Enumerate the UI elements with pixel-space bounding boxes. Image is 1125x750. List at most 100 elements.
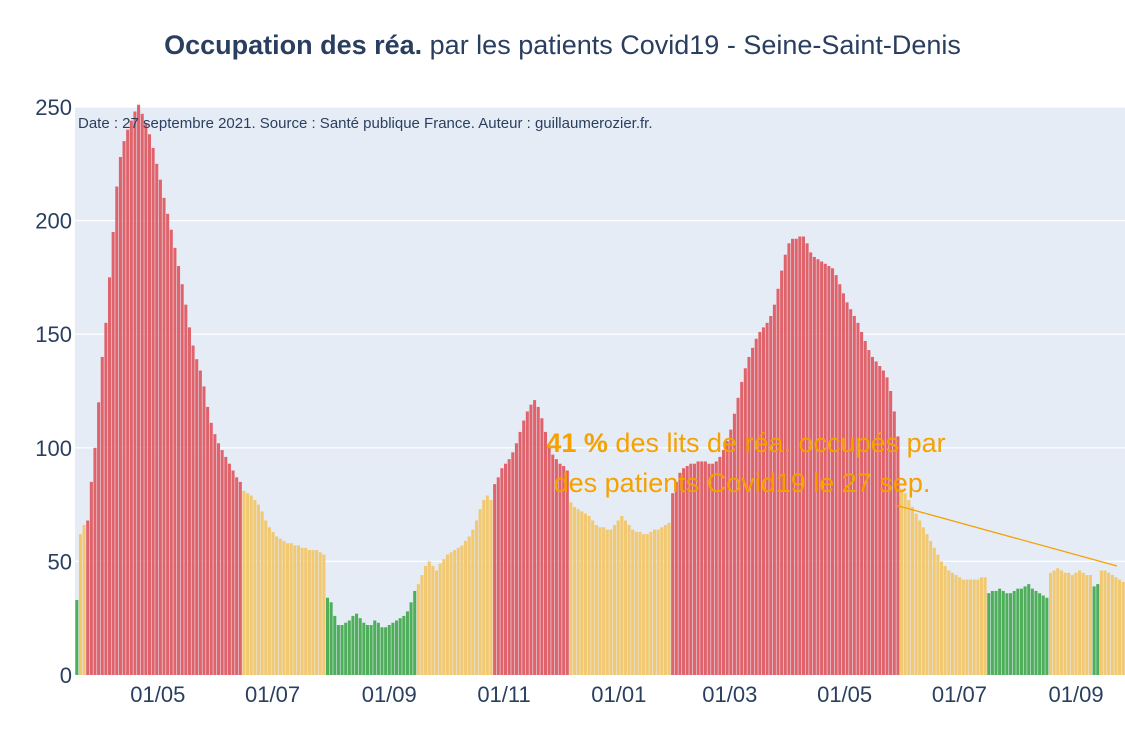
bar[interactable]	[791, 238, 795, 675]
bar[interactable]	[863, 341, 867, 675]
bar[interactable]	[325, 597, 330, 675]
bar[interactable]	[296, 545, 300, 675]
bar[interactable]	[885, 377, 889, 675]
bar[interactable]	[420, 575, 424, 675]
bar[interactable]	[235, 477, 239, 675]
bar[interactable]	[562, 465, 566, 675]
bar[interactable]	[838, 284, 842, 675]
bar[interactable]	[958, 577, 962, 675]
bar[interactable]	[678, 472, 682, 675]
bar[interactable]	[994, 590, 998, 675]
bar[interactable]	[347, 620, 351, 675]
bar[interactable]	[976, 579, 980, 675]
bar[interactable]	[783, 254, 787, 675]
bar[interactable]	[743, 368, 747, 675]
bar[interactable]	[587, 515, 591, 675]
bar[interactable]	[474, 520, 478, 675]
bar[interactable]	[907, 500, 911, 675]
bar[interactable]	[823, 263, 827, 675]
bar[interactable]	[551, 454, 555, 675]
bar[interactable]	[202, 386, 206, 675]
bar[interactable]	[1048, 572, 1053, 675]
bar[interactable]	[827, 266, 831, 675]
bar[interactable]	[198, 370, 202, 675]
bar[interactable]	[649, 531, 653, 675]
bar[interactable]	[180, 284, 184, 675]
bar[interactable]	[776, 288, 780, 675]
bar[interactable]	[405, 611, 409, 675]
bar[interactable]	[740, 381, 744, 675]
bar[interactable]	[104, 322, 108, 675]
bar[interactable]	[961, 579, 965, 675]
bar[interactable]	[256, 504, 261, 675]
bar[interactable]	[340, 625, 344, 675]
bar[interactable]	[525, 411, 529, 675]
bar[interactable]	[351, 615, 355, 675]
bar[interactable]	[965, 579, 969, 675]
bar[interactable]	[1099, 570, 1103, 675]
bar[interactable]	[1023, 586, 1027, 675]
bar[interactable]	[1107, 572, 1111, 675]
bar[interactable]	[747, 356, 751, 675]
bar[interactable]	[645, 534, 649, 675]
bar[interactable]	[151, 147, 155, 675]
bar[interactable]	[841, 293, 845, 675]
bar[interactable]	[910, 506, 914, 675]
bar[interactable]	[133, 111, 137, 675]
bar[interactable]	[700, 461, 704, 675]
bar[interactable]	[787, 243, 791, 675]
bar[interactable]	[751, 347, 755, 675]
bar[interactable]	[852, 316, 856, 675]
bar[interactable]	[355, 613, 359, 675]
bar[interactable]	[1070, 575, 1074, 675]
bar[interactable]	[1110, 575, 1114, 675]
bar[interactable]	[634, 531, 638, 675]
bar[interactable]	[860, 331, 864, 675]
bar[interactable]	[983, 577, 987, 675]
bar[interactable]	[950, 572, 954, 675]
bar[interactable]	[333, 615, 337, 675]
bar[interactable]	[576, 509, 580, 675]
bar[interactable]	[692, 463, 696, 675]
bar[interactable]	[453, 550, 457, 675]
bar[interactable]	[424, 565, 428, 675]
bar[interactable]	[925, 534, 929, 675]
bar[interactable]	[253, 500, 257, 675]
bar[interactable]	[794, 238, 798, 675]
bar[interactable]	[979, 577, 984, 675]
bar[interactable]	[1121, 581, 1125, 675]
bar[interactable]	[304, 547, 308, 675]
bar[interactable]	[558, 463, 562, 675]
bar[interactable]	[939, 561, 944, 675]
bar[interactable]	[376, 622, 380, 675]
bar[interactable]	[209, 422, 213, 675]
bar[interactable]	[409, 602, 413, 675]
bar[interactable]	[591, 520, 595, 675]
bar[interactable]	[118, 156, 122, 675]
bar[interactable]	[972, 579, 976, 675]
bar[interactable]	[1081, 572, 1085, 675]
bar[interactable]	[1074, 572, 1078, 675]
bar[interactable]	[373, 620, 377, 675]
bar[interactable]	[805, 243, 809, 675]
bar[interactable]	[155, 163, 159, 676]
bar[interactable]	[344, 622, 348, 675]
bar[interactable]	[416, 584, 420, 675]
bar[interactable]	[293, 545, 297, 675]
bar[interactable]	[732, 413, 736, 675]
bar[interactable]	[892, 411, 896, 675]
bar[interactable]	[594, 525, 598, 675]
bar[interactable]	[467, 536, 471, 675]
bar[interactable]	[187, 327, 191, 675]
bar[interactable]	[260, 511, 264, 675]
bar[interactable]	[427, 561, 431, 675]
bar[interactable]	[264, 520, 268, 675]
bar[interactable]	[671, 493, 675, 675]
bar[interactable]	[122, 141, 126, 675]
bar[interactable]	[874, 361, 878, 675]
bar[interactable]	[674, 481, 678, 675]
bar[interactable]	[93, 447, 97, 675]
bar[interactable]	[878, 366, 882, 675]
bar[interactable]	[707, 463, 711, 675]
bar[interactable]	[1001, 590, 1005, 675]
